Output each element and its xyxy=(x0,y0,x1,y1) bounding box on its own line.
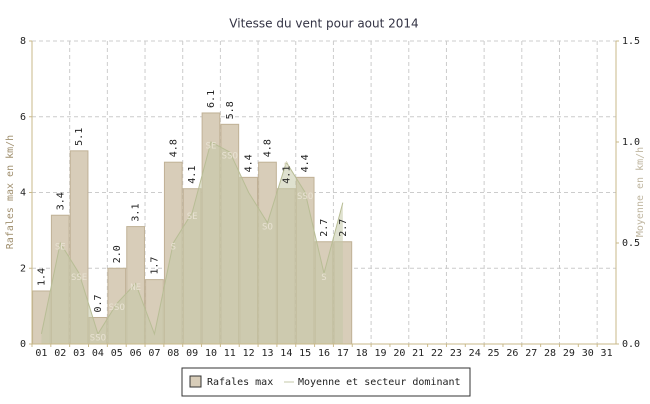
y-tick-label: 8 xyxy=(20,36,26,47)
value-label: 1.7 xyxy=(149,257,160,275)
value-label: 5.1 xyxy=(74,128,85,146)
value-label: 4.8 xyxy=(262,139,273,157)
x-tick-label: 07 xyxy=(148,348,160,359)
mean-line xyxy=(40,141,344,336)
sector-label: SE xyxy=(187,212,198,222)
x-tick-label: 16 xyxy=(318,348,330,359)
value-label: 4.4 xyxy=(244,154,255,172)
x-tick-label: 10 xyxy=(205,348,217,359)
x-tick-label: 21 xyxy=(412,348,424,359)
value-label: 1.4 xyxy=(36,268,47,286)
sector-label: SSO xyxy=(222,152,238,162)
value-label: 3.4 xyxy=(55,192,66,210)
chart-title: Vitesse du vent pour aout 2014 xyxy=(229,17,418,31)
y-tick-label: 6 xyxy=(20,112,26,123)
value-label: 4.4 xyxy=(300,154,311,172)
y2-tick-label: 1.0 xyxy=(622,137,640,148)
sector-label: SE xyxy=(206,142,217,152)
x-tick-label: 28 xyxy=(544,348,556,359)
legend-swatch xyxy=(189,375,202,388)
x-tick-label: 15 xyxy=(299,348,311,359)
value-label: 2.0 xyxy=(112,245,123,263)
x-tick-label: 12 xyxy=(243,348,255,359)
y2-tick-label: 0.5 xyxy=(622,238,640,249)
sector-label: SO xyxy=(262,222,273,232)
x-tick-label: 05 xyxy=(111,348,123,359)
sector-label: SSO xyxy=(297,192,313,202)
x-tick-label: 23 xyxy=(450,348,462,359)
x-tick-label: 08 xyxy=(167,348,179,359)
x-tick-label: 14 xyxy=(280,348,292,359)
value-label: 3.1 xyxy=(131,204,142,222)
sector-label: SSO xyxy=(109,303,125,313)
x-tick-label: 04 xyxy=(92,348,104,359)
x-tick-label: 20 xyxy=(393,348,405,359)
x-tick-label: 19 xyxy=(374,348,386,359)
sector-label: SSE xyxy=(71,273,87,283)
x-tick-label: 18 xyxy=(356,348,368,359)
y-tick-label: 0 xyxy=(20,339,26,350)
y-tick-label: 4 xyxy=(20,188,26,199)
legend-label: Rafales max xyxy=(207,377,273,388)
value-label: 2.7 xyxy=(319,219,330,237)
x-tick-label: 25 xyxy=(488,348,500,359)
sector-label: NE xyxy=(130,283,141,293)
x-tick-label: 03 xyxy=(73,348,85,359)
sector-label: SSO xyxy=(90,333,106,343)
sector-label: S xyxy=(284,162,289,172)
sector-label: S xyxy=(321,273,326,283)
x-tick-label: 02 xyxy=(54,348,66,359)
x-tick-label: 31 xyxy=(601,348,613,359)
mean-area xyxy=(41,142,343,344)
value-label: 5.8 xyxy=(225,101,236,119)
value-label: 0.7 xyxy=(93,294,104,312)
sector-label: S xyxy=(171,243,176,253)
x-tick-label: 13 xyxy=(261,348,273,359)
x-tick-label: 01 xyxy=(35,348,47,359)
x-tick-label: 17 xyxy=(337,348,349,359)
x-tick-label: 24 xyxy=(469,348,481,359)
value-label: 4.1 xyxy=(281,166,292,184)
x-tick-label: 22 xyxy=(431,348,443,359)
x-tick-label: 29 xyxy=(563,348,575,359)
x-tick-label: 09 xyxy=(186,348,198,359)
y2-axis-label: Moyenne en km/h xyxy=(635,147,646,237)
y2-tick-label: 1.5 xyxy=(622,36,640,47)
x-tick-label: 11 xyxy=(224,348,236,359)
y-tick-label: 2 xyxy=(20,263,26,274)
legend xyxy=(181,367,471,397)
value-label: 6.1 xyxy=(206,90,217,108)
x-tick-label: 26 xyxy=(506,348,518,359)
value-label: 4.1 xyxy=(187,166,198,184)
legend-label: Moyenne et secteur dominant xyxy=(298,377,461,388)
x-tick-label: 30 xyxy=(582,348,594,359)
x-tick-label: 27 xyxy=(525,348,537,359)
x-tick-label: 06 xyxy=(130,348,142,359)
sector-label: SE xyxy=(55,243,66,253)
y2-tick-label: 0.0 xyxy=(622,339,640,350)
value-label: 4.8 xyxy=(168,139,179,157)
y-axis-label: Rafales max en km/h xyxy=(5,135,16,249)
value-label: 2.7 xyxy=(338,219,349,237)
